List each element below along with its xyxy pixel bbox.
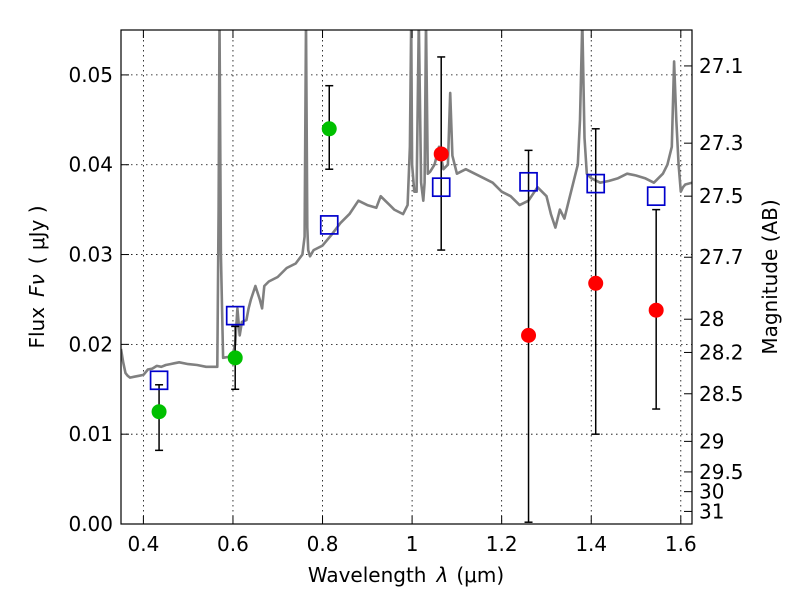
x-tick-label: 1.6: [665, 532, 697, 556]
data-point: [321, 121, 337, 137]
model-photometry-point: [319, 215, 339, 235]
y2-tick-label: 30: [699, 480, 724, 504]
y-tick-label: 0.04: [68, 153, 113, 177]
y-tick-label: 0.02: [68, 332, 113, 356]
data-point: [588, 275, 604, 291]
y2-axis-title: Magnitude (AB): [758, 199, 782, 354]
data-point: [521, 327, 537, 343]
model-photometry-point: [225, 305, 245, 326]
y2-tick-label: 28.2: [699, 340, 744, 364]
x-tick-label: 0.8: [307, 532, 339, 556]
y2-tick-label: 29.5: [699, 460, 744, 484]
model-photometry-point: [431, 177, 451, 198]
y2-tick-label: 27.5: [699, 184, 744, 208]
y-tick-label: 0.05: [68, 63, 113, 87]
y2-tick-label: 27.7: [699, 245, 744, 269]
axis-ticks: 0.4 0.6 0.8 1 1.2 1.4 1.6 0.00 0.01 0.02 0.03 0.04 0…: [68, 30, 744, 556]
model-photometry-point: [646, 186, 666, 207]
data-point: [227, 350, 243, 366]
y2-tick-label: 31: [699, 499, 724, 523]
model-photometry-point: [519, 171, 538, 192]
model-spectrum-line: [121, 30, 692, 379]
x-tick-label: 1.4: [575, 532, 607, 556]
y2-tick-label: 27.1: [699, 54, 744, 78]
marker-layer: [149, 56, 666, 523]
plot-frame: [120, 29, 693, 525]
y-tick-label: 0.01: [68, 422, 113, 446]
y2-tick-label: 27.3: [699, 131, 744, 155]
data-point: [433, 146, 449, 162]
y-axis-title: FluxFν( μJy ): [25, 205, 49, 348]
x-tick-label: 0.4: [127, 532, 159, 556]
y2-tick-label: 29: [699, 429, 724, 453]
y-tick-label: 0.00: [68, 512, 113, 536]
model-photometry-point: [586, 173, 606, 194]
x-tick-label: 0.6: [217, 532, 249, 556]
x-axis-title: Wavelength λ (μm): [308, 563, 504, 587]
data-point: [151, 404, 167, 420]
grid-lines: [121, 30, 692, 524]
model-spectrum-layer: [121, 30, 692, 379]
y-tick-label: 0.03: [68, 243, 113, 267]
x-tick-label: 1: [406, 532, 419, 556]
data-point: [648, 302, 664, 318]
y2-tick-label: 28: [699, 307, 724, 331]
model-photometry-point: [149, 370, 169, 391]
x-tick-label: 1.2: [486, 532, 518, 556]
y2-tick-label: 28.5: [699, 382, 744, 406]
